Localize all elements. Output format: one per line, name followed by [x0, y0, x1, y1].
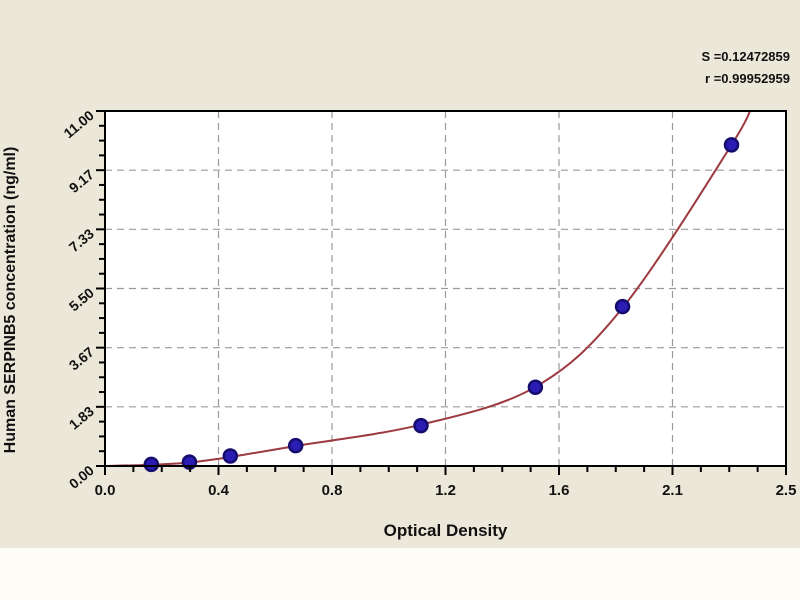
y-tick-label: 3.67 — [66, 344, 97, 374]
data-point — [222, 448, 239, 464]
y-tick-label: 1.83 — [66, 403, 97, 433]
x-axis-title: Optical Density — [383, 521, 508, 540]
data-point — [413, 417, 429, 434]
y-tick-label: 0.00 — [66, 462, 97, 492]
x-tick-label: 0.4 — [208, 482, 230, 499]
fit-s-value: S =0.12472859 — [701, 49, 790, 64]
x-tick-label: 1.2 — [435, 482, 456, 499]
data-point — [143, 456, 160, 473]
fit-r-value: r =0.99952959 — [705, 71, 790, 86]
data-point — [287, 437, 304, 454]
bottom-margin-strip — [0, 548, 800, 600]
y-tick-label: 9.17 — [66, 166, 97, 196]
y-tick-label: 5.50 — [66, 284, 97, 314]
data-point — [723, 137, 740, 153]
fit-statistics: S =0.12472859 r =0.99952959 — [701, 46, 790, 90]
x-tick-label: 2.1 — [662, 482, 683, 499]
x-tick-label: 0.0 — [95, 482, 116, 499]
data-point — [614, 298, 631, 315]
y-tick-label: 11.00 — [60, 107, 97, 141]
x-tick-label: 0.8 — [322, 482, 343, 499]
plot-border — [104, 110, 787, 467]
x-tick-label: 1.6 — [549, 482, 570, 499]
y-tick-label: 7.33 — [66, 225, 97, 255]
x-tick-label: 2.5 — [776, 482, 797, 499]
data-point — [527, 379, 544, 396]
y-axis-title: Human SERPINB5 concentration (ng/ml) — [2, 146, 19, 454]
